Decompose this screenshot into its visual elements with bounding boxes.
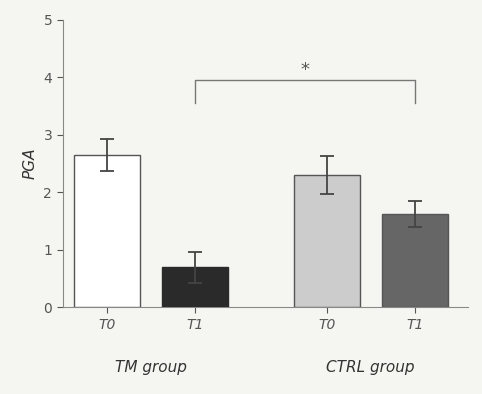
Text: CTRL group: CTRL group	[326, 360, 415, 375]
Bar	[74, 155, 140, 307]
Bar	[294, 175, 360, 307]
Bar	[382, 214, 448, 307]
Bar	[161, 267, 228, 307]
Text: *: *	[300, 61, 309, 79]
Text: TM group: TM group	[115, 360, 187, 375]
Y-axis label: PGA: PGA	[23, 148, 38, 179]
